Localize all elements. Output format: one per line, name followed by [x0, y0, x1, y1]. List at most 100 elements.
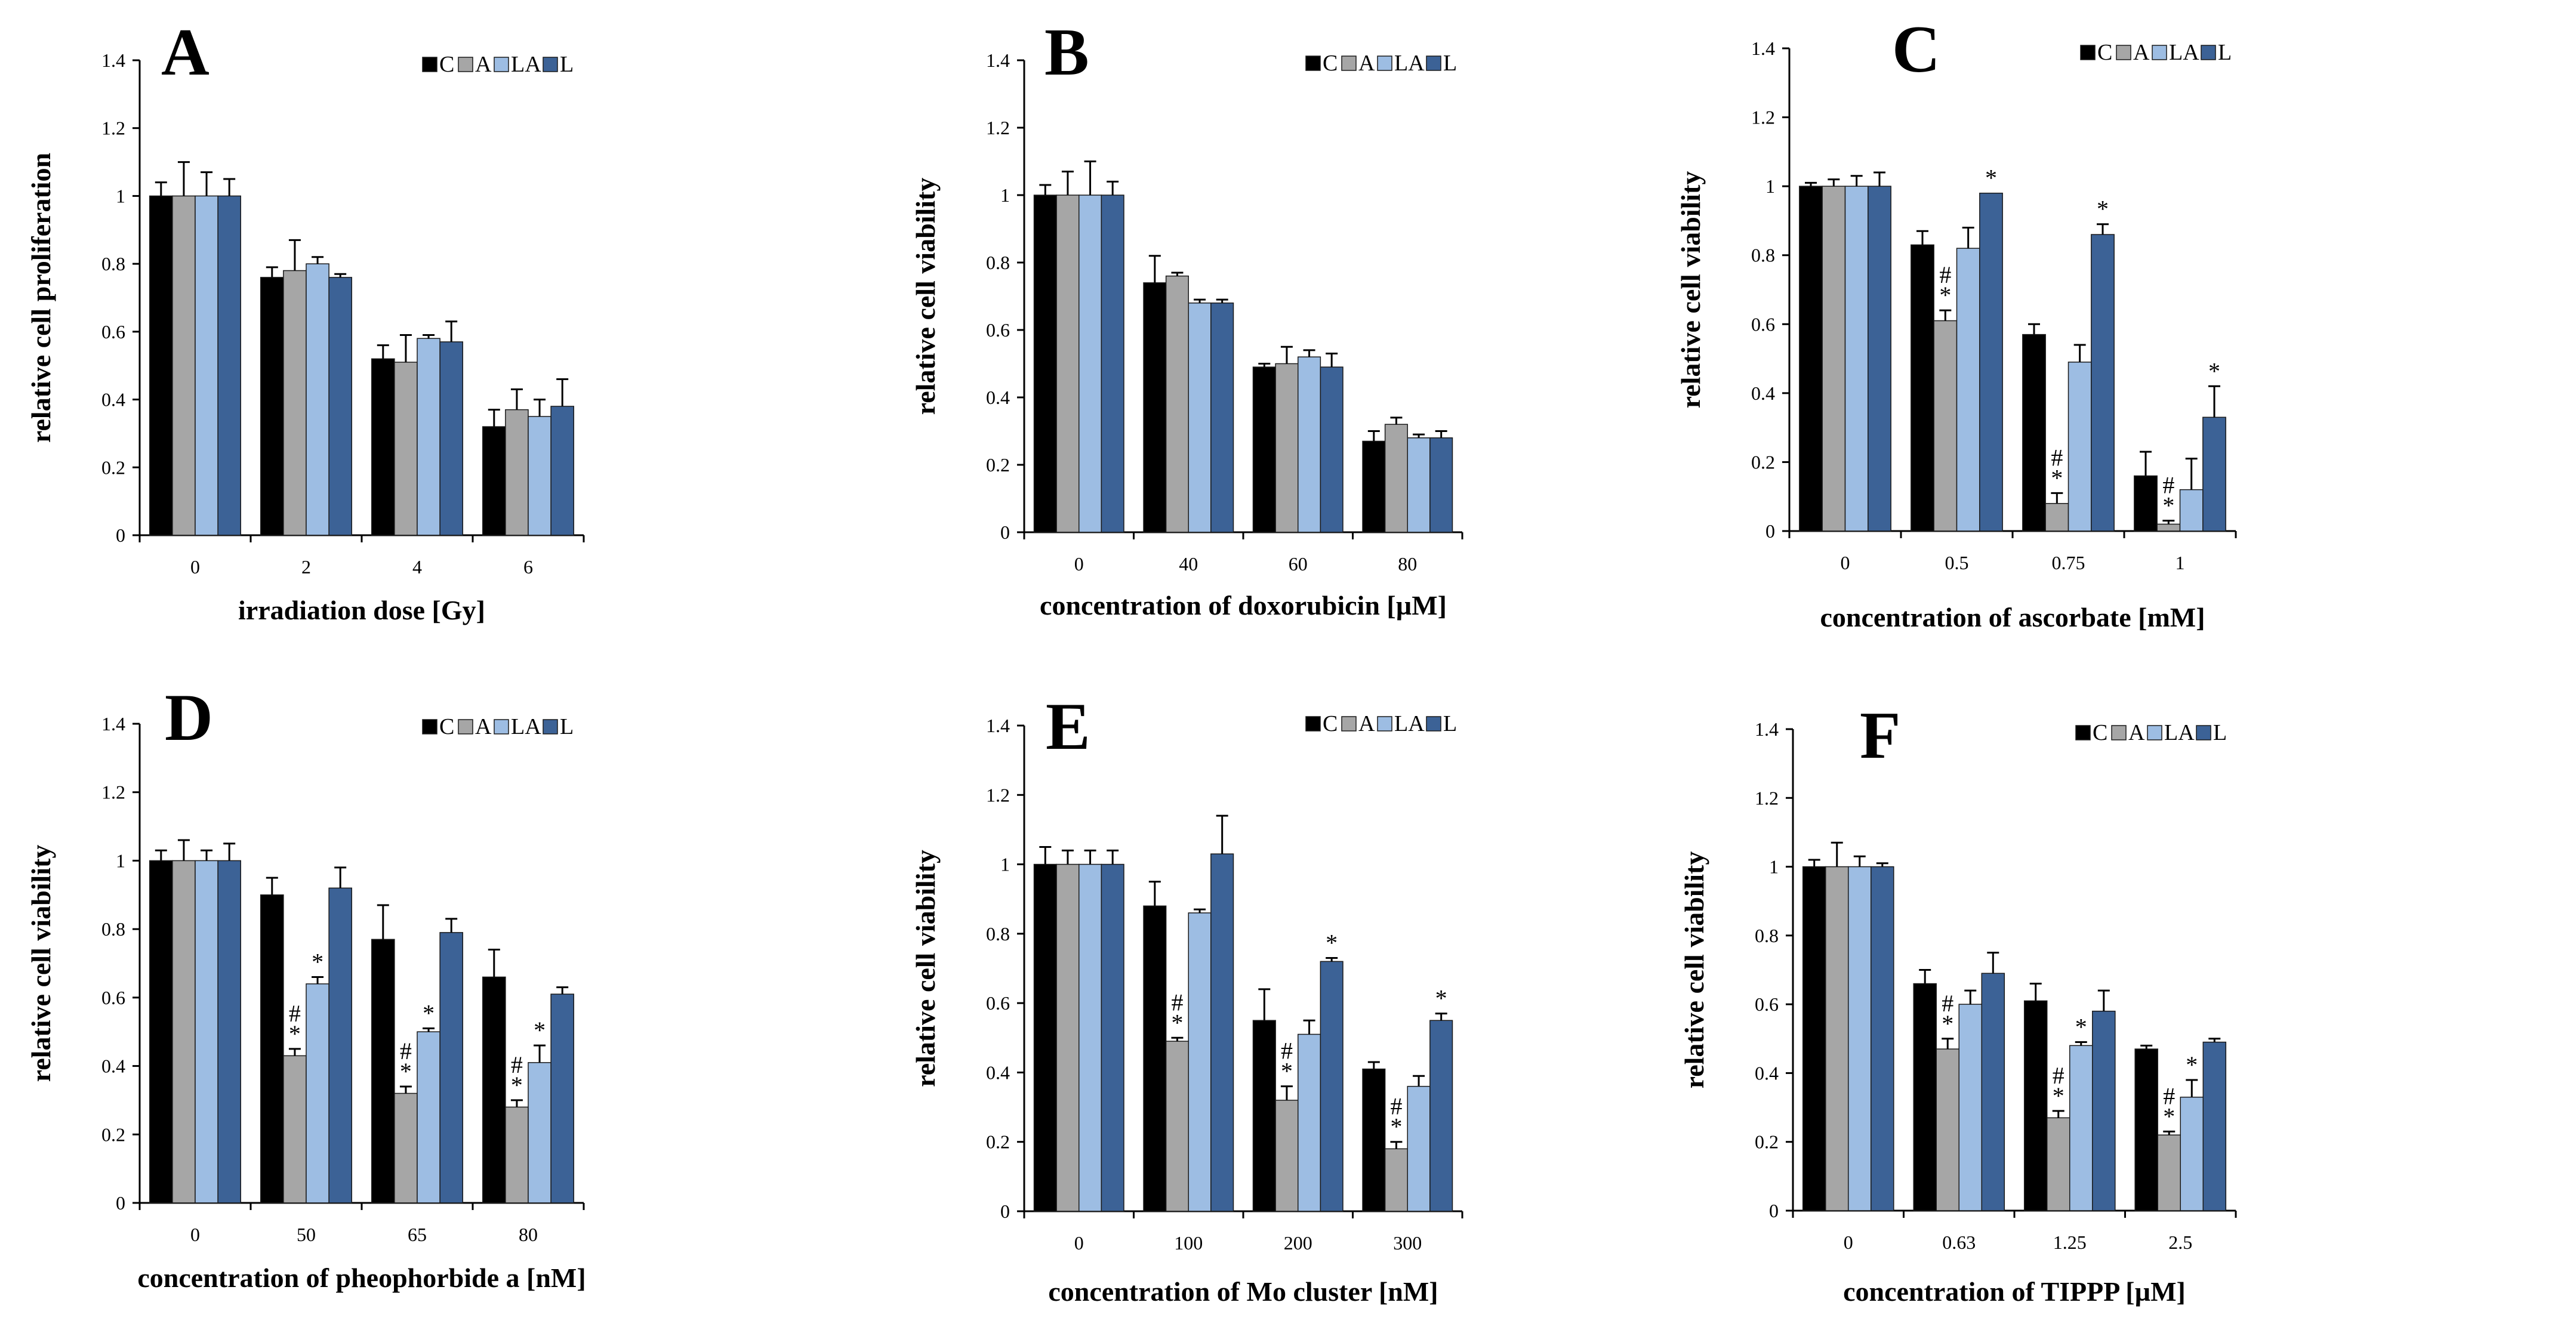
significance-mark: *	[400, 1058, 412, 1085]
significance-mark: #	[2163, 1082, 2175, 1109]
significance-mark: *	[1435, 985, 1447, 1012]
significance-mark: #	[1390, 1093, 1402, 1120]
legend-label-l: L	[1443, 711, 1457, 736]
bar-a-c-2	[371, 358, 395, 536]
bar-d-c-0	[149, 860, 173, 1203]
x-tick-label: 0	[190, 1224, 200, 1245]
y-tick-label: 1	[1000, 854, 1010, 875]
legend-swatch-c	[1305, 55, 1321, 71]
legend-swatch-a	[2116, 45, 2131, 60]
legend-label-c: C	[1323, 51, 1338, 76]
y-tick-label: 1.4	[986, 715, 1010, 736]
legend-label-c: C	[439, 52, 454, 77]
x-tick-label: 1.25	[2053, 1232, 2087, 1253]
y-tick-label: 1.2	[986, 784, 1010, 806]
y-tick-label: 1	[116, 185, 125, 206]
bar-b-la-2	[1298, 356, 1321, 533]
panel-label: B	[1044, 16, 1089, 90]
y-tick-label: 1.4	[101, 713, 125, 735]
legend-label-c: C	[2093, 720, 2107, 745]
bar-d-a-2	[394, 1093, 418, 1203]
legend-swatch-l	[2196, 725, 2211, 740]
legend-swatch-c	[2075, 725, 2091, 740]
bar-b-l-0	[1101, 195, 1124, 533]
legend-swatch-la	[2147, 725, 2162, 740]
significance-mark: *	[1985, 165, 1997, 192]
y-axis-label: relative cell proliferation	[26, 153, 56, 443]
y-tick-label: 0.2	[1751, 451, 1775, 473]
bar-d-a-0	[172, 860, 196, 1203]
significance-mark: #	[1281, 1038, 1293, 1064]
legend-swatch-a	[458, 719, 473, 735]
chart-panel-f: 00.20.40.60.811.21.40*#0.63*#*1.25*#*2.5…	[1679, 699, 2237, 1307]
bar-f-l-1	[1981, 973, 2005, 1211]
bar-d-c-2	[371, 939, 395, 1203]
bar-c-a-1	[1933, 320, 1958, 532]
legend-label-a: A	[1358, 711, 1375, 736]
y-tick-label: 1.4	[1751, 38, 1775, 59]
significance-mark: #	[2162, 472, 2174, 499]
y-tick-label: 0.4	[986, 1061, 1010, 1083]
bar-a-c-3	[482, 426, 506, 536]
bar-c-c-0	[1799, 186, 1823, 532]
significance-mark: *	[1281, 1058, 1293, 1085]
panel-label: F	[1860, 699, 1900, 773]
legend-swatch-l	[1426, 716, 1441, 732]
significance-mark: *	[534, 1017, 546, 1044]
bar-a-l-0	[217, 195, 242, 536]
bar-a-a-0	[172, 195, 196, 536]
y-axis-label: relative cell viability	[910, 178, 941, 415]
y-tick-label: 1.2	[986, 117, 1010, 138]
bar-b-la-1	[1188, 303, 1212, 533]
chart-panel-d: 00.20.40.60.811.21.40*#*50*#*65*#*80conc…	[26, 681, 586, 1293]
significance-mark: #	[289, 1000, 301, 1027]
significance-mark: *	[312, 948, 323, 975]
bar-d-a-3	[505, 1106, 529, 1203]
bar-f-a-3	[2157, 1134, 2181, 1211]
bar-c-a-0	[1822, 186, 1846, 532]
x-tick-label: 65	[408, 1224, 427, 1245]
legend-label-l: L	[560, 52, 574, 77]
bar-d-la-2	[417, 1031, 440, 1203]
legend-label-la: LA	[511, 714, 541, 739]
bar-f-la-3	[2180, 1097, 2204, 1211]
legend-swatch-l	[543, 719, 558, 735]
bar-e-a-2	[1275, 1100, 1299, 1212]
significance-mark: *	[511, 1072, 523, 1098]
y-tick-label: 1.2	[1751, 107, 1775, 128]
y-tick-label: 0.6	[1755, 993, 1779, 1015]
y-tick-label: 1	[1765, 175, 1775, 197]
bar-f-la-2	[2069, 1045, 2093, 1211]
bar-b-a-1	[1165, 275, 1189, 533]
x-tick-label: 80	[1398, 553, 1417, 575]
significance-mark: *	[2053, 1082, 2065, 1109]
bar-a-la-2	[417, 338, 440, 536]
bar-c-la-0	[1844, 186, 1869, 532]
y-tick-label: 1.4	[1755, 718, 1779, 740]
panel-label: E	[1046, 690, 1090, 764]
y-tick-label: 0.2	[986, 1131, 1010, 1153]
bar-e-c-0	[1033, 863, 1057, 1212]
y-tick-label: 0.2	[986, 454, 1010, 476]
x-tick-label: 2.5	[2168, 1232, 2192, 1253]
bar-f-a-0	[1825, 866, 1849, 1211]
y-tick-label: 0.6	[101, 987, 125, 1008]
x-tick-label: 60	[1289, 553, 1308, 575]
significance-mark: *	[2163, 1103, 2175, 1130]
legend-swatch-la	[494, 57, 509, 72]
bar-e-c-3	[1362, 1068, 1386, 1212]
bar-e-a-1	[1165, 1041, 1189, 1212]
y-tick-label: 0.6	[101, 321, 125, 342]
bar-a-a-2	[394, 362, 418, 536]
bar-f-c-1	[1913, 983, 1937, 1211]
legend-label-l: L	[1443, 51, 1457, 76]
chart-panel-a: 0 0.2 0.4 0.6 0.8 1 1.2 1.4 0 2 4 6 irradiation dose…	[26, 16, 585, 625]
y-tick-label: 1.4	[986, 50, 1010, 71]
bar-d-la-3	[528, 1062, 551, 1203]
y-axis-label: relative cell viability	[1679, 851, 1709, 1089]
x-tick-label: 0.63	[1942, 1232, 1976, 1253]
y-tick-label: 0.8	[101, 253, 125, 274]
y-axis-label: relative cell viability	[26, 845, 56, 1082]
x-tick-label: 100	[1174, 1232, 1203, 1254]
bar-c-a-3	[2156, 523, 2181, 532]
